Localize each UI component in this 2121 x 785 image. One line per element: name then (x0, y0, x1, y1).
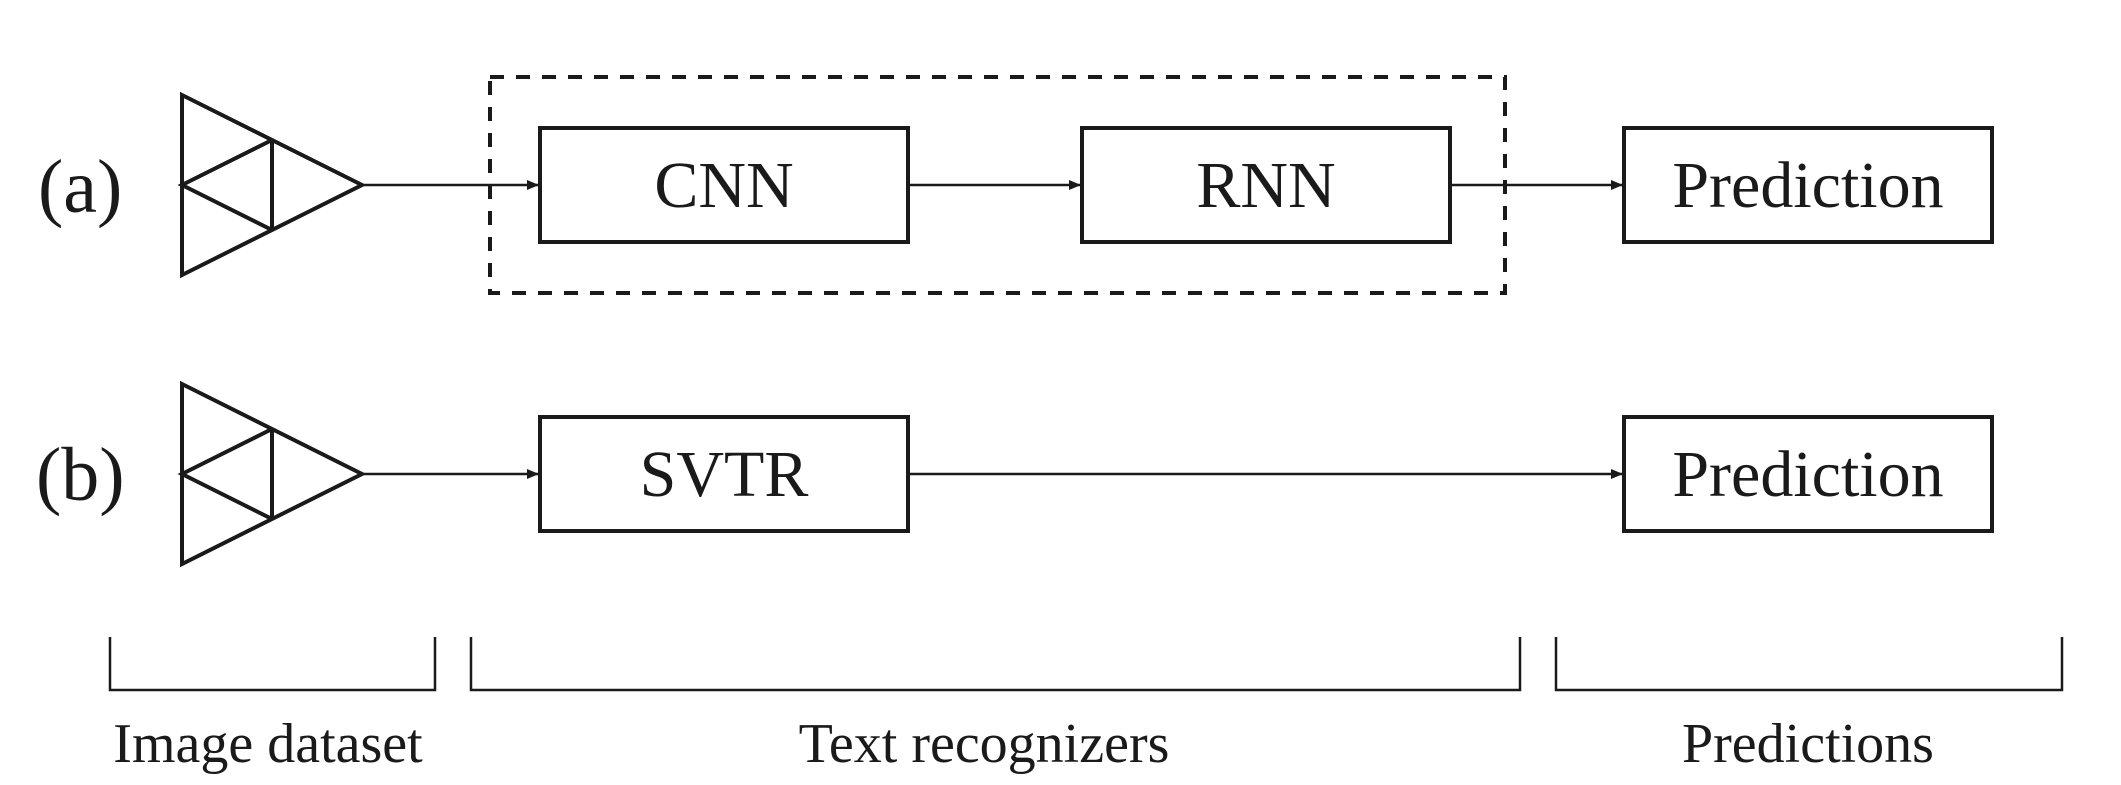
svtr-box (538, 415, 910, 533)
dataset-triangle-icon (177, 91, 367, 279)
group-label-text-recognizers: Text recognizers (799, 713, 1170, 775)
rnn-label: RNN (1196, 149, 1335, 222)
row-b-label: (b) (36, 433, 125, 517)
prediction-label-b: Prediction (1672, 438, 1943, 511)
dataset-triangle-icon (177, 380, 367, 568)
bracket-predictions (1554, 637, 2064, 692)
rnn-box (1080, 126, 1452, 244)
bracket-image-dataset (108, 637, 437, 692)
prediction-box-b (1622, 415, 1994, 533)
bracket-text-recognizers (469, 637, 1522, 692)
cnn-box (538, 126, 910, 244)
group-brackets: Image dataset Text recognizers Predictio… (108, 637, 2064, 775)
prediction-label-a: Prediction (1672, 149, 1943, 222)
row-a: (a) CNN RNN Prediction (38, 75, 1994, 295)
row-b: (b) SVTR Prediction (36, 380, 1994, 568)
group-label-image-dataset: Image dataset (113, 713, 423, 775)
row-a-label: (a) (38, 145, 122, 229)
prediction-box-a (1622, 126, 1994, 244)
svtr-label: SVTR (640, 438, 809, 511)
cnn-label: CNN (654, 149, 793, 222)
group-label-predictions: Predictions (1682, 713, 1934, 775)
